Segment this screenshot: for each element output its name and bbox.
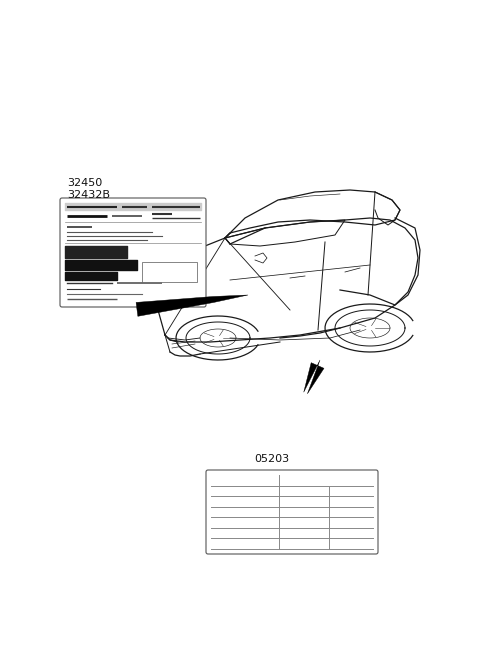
Polygon shape — [136, 295, 248, 316]
Bar — [142, 262, 197, 282]
Text: 32432B: 32432B — [67, 190, 110, 200]
Text: 32450: 32450 — [67, 178, 102, 188]
FancyBboxPatch shape — [60, 198, 206, 307]
Text: 05203: 05203 — [254, 454, 289, 464]
FancyBboxPatch shape — [206, 470, 378, 554]
Polygon shape — [304, 360, 324, 394]
